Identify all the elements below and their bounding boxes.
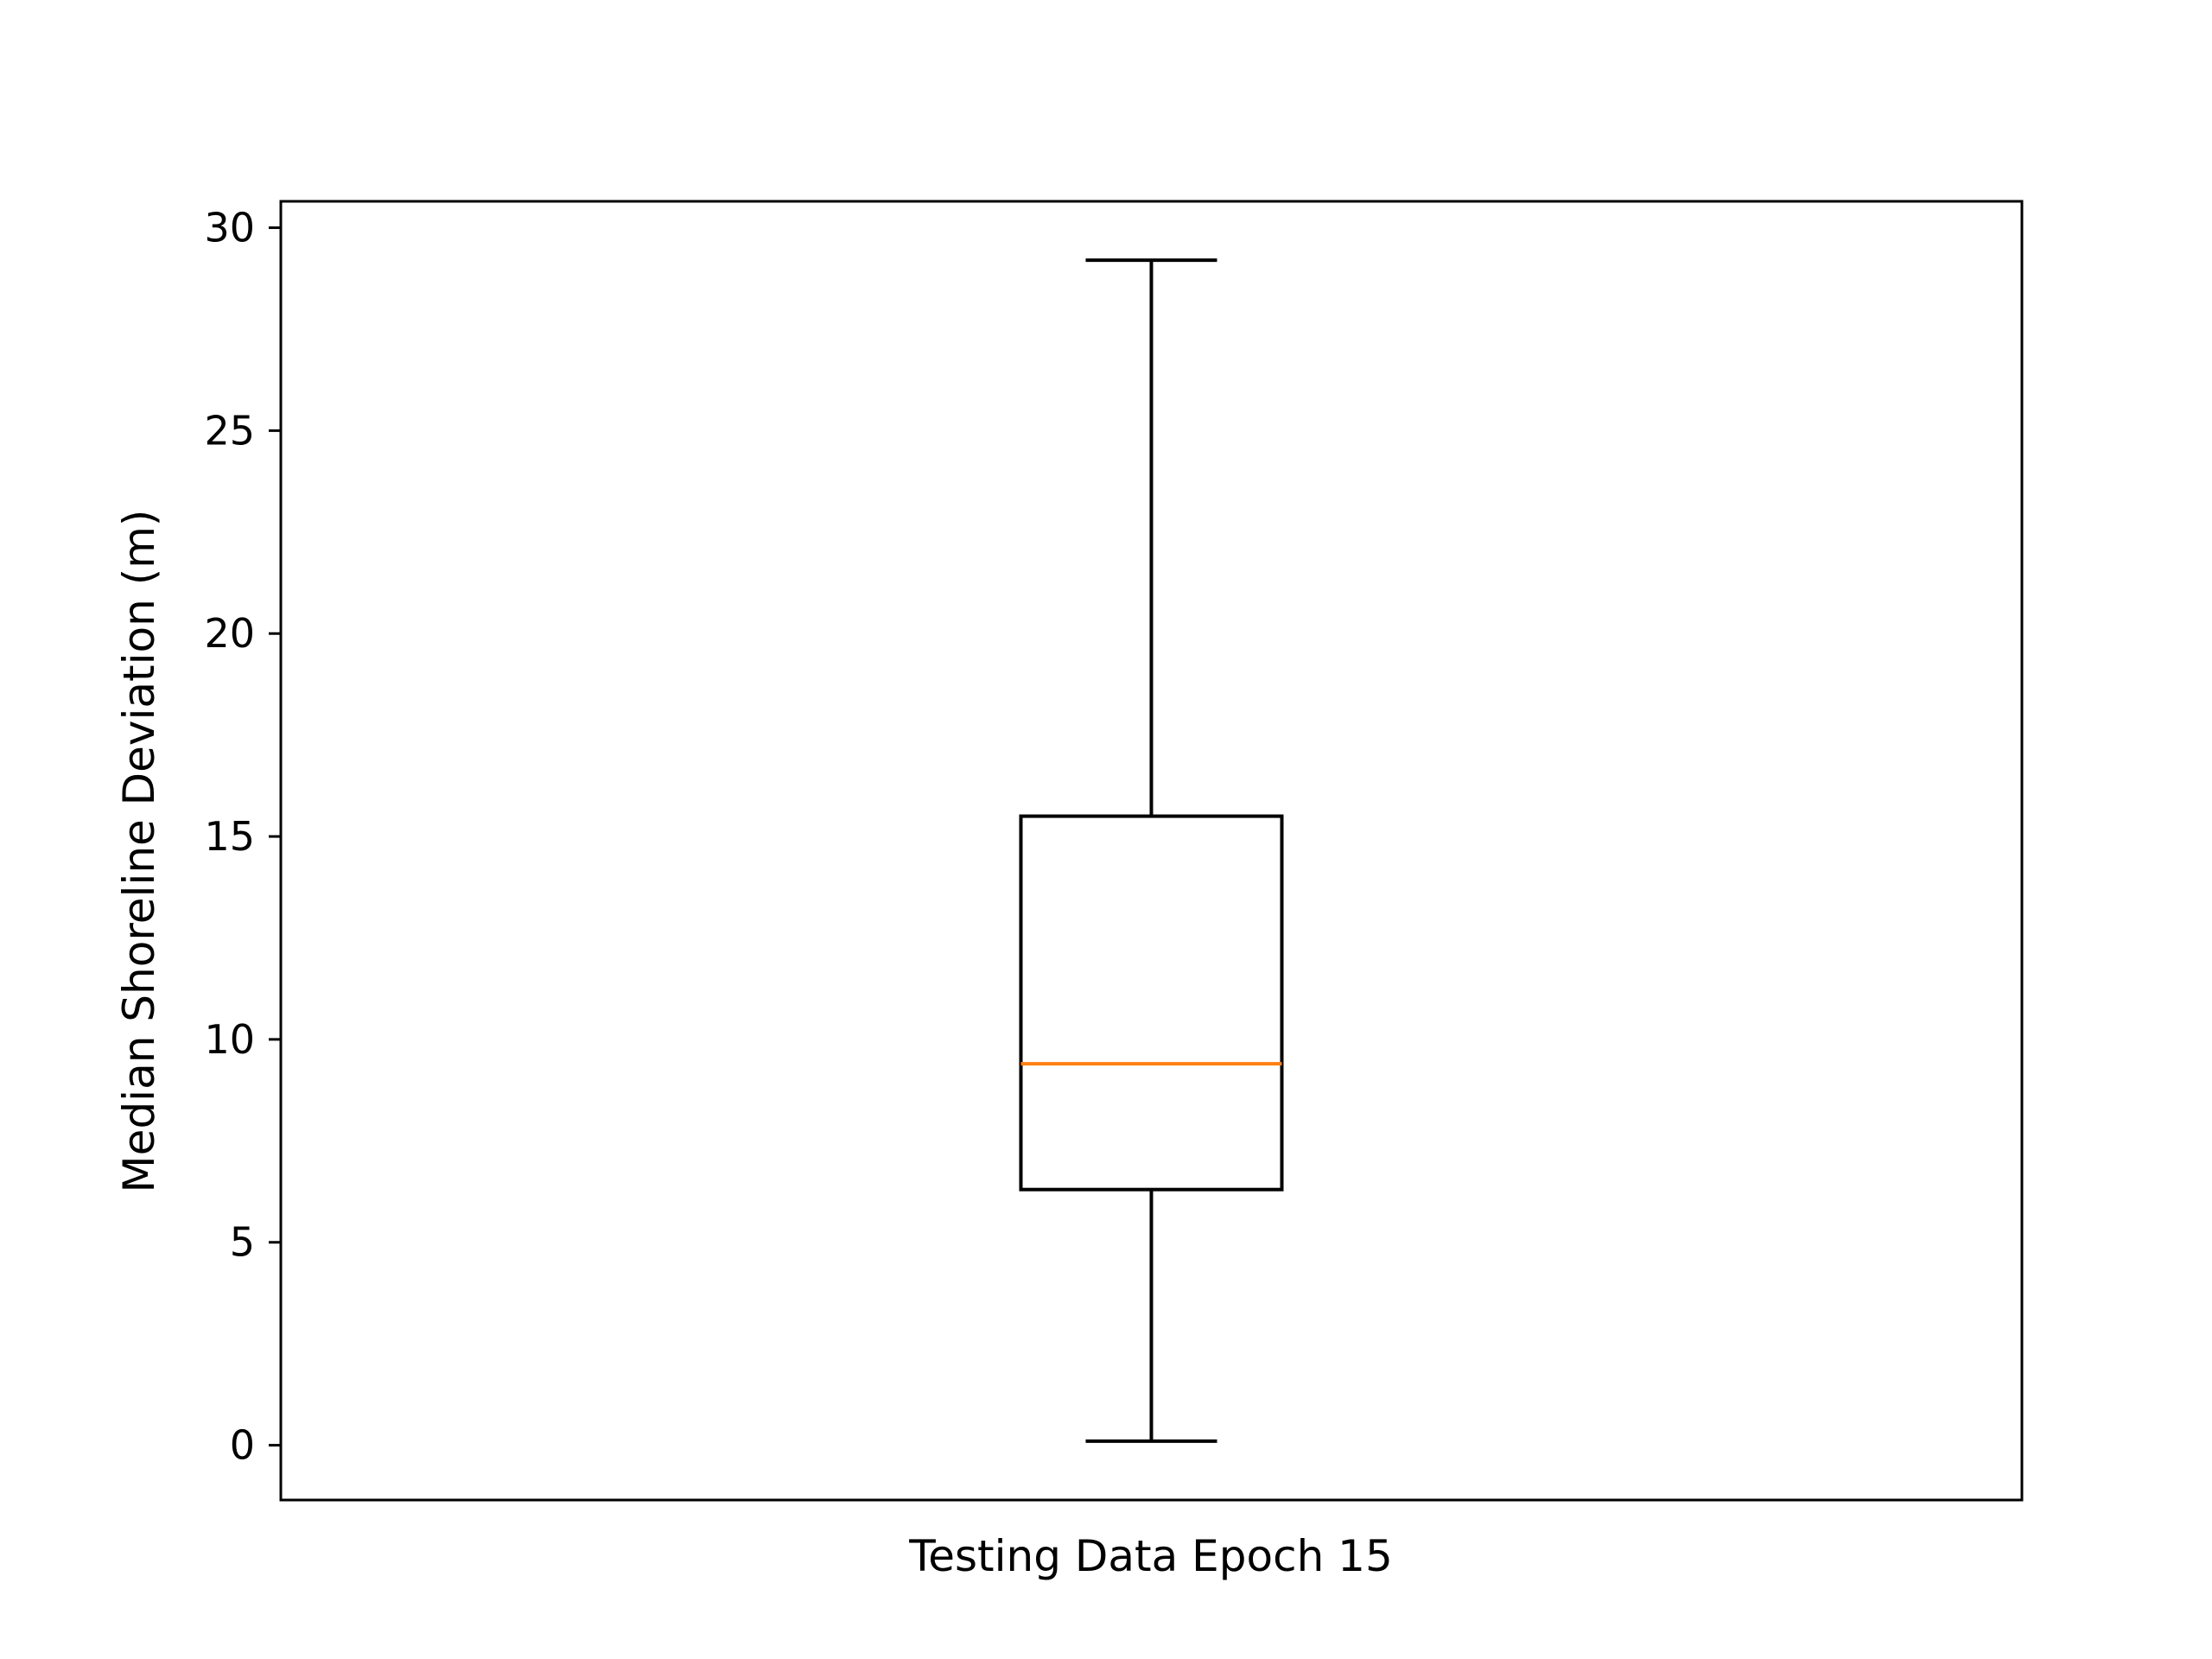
x-axis-label: Testing Data Epoch 15 [908,1531,1393,1581]
y-tick-label: 0 [230,1422,255,1469]
interquartile-box [1019,814,1284,1192]
y-tick-label: 25 [204,407,255,454]
y-axis-ticks: 0 5 10 15 20 25 30 [204,205,281,1469]
y-tick-label: 10 [204,1016,255,1063]
box-plot-group [1019,258,1284,1443]
y-tick-label: 20 [204,610,255,657]
y-tick-label: 5 [230,1219,255,1266]
plot-frame [279,200,2024,1502]
y-axis-label: Median Shoreline Deviation (m) [114,510,164,1193]
y-tick-label: 15 [204,813,255,860]
y-tick-label: 30 [204,205,255,251]
